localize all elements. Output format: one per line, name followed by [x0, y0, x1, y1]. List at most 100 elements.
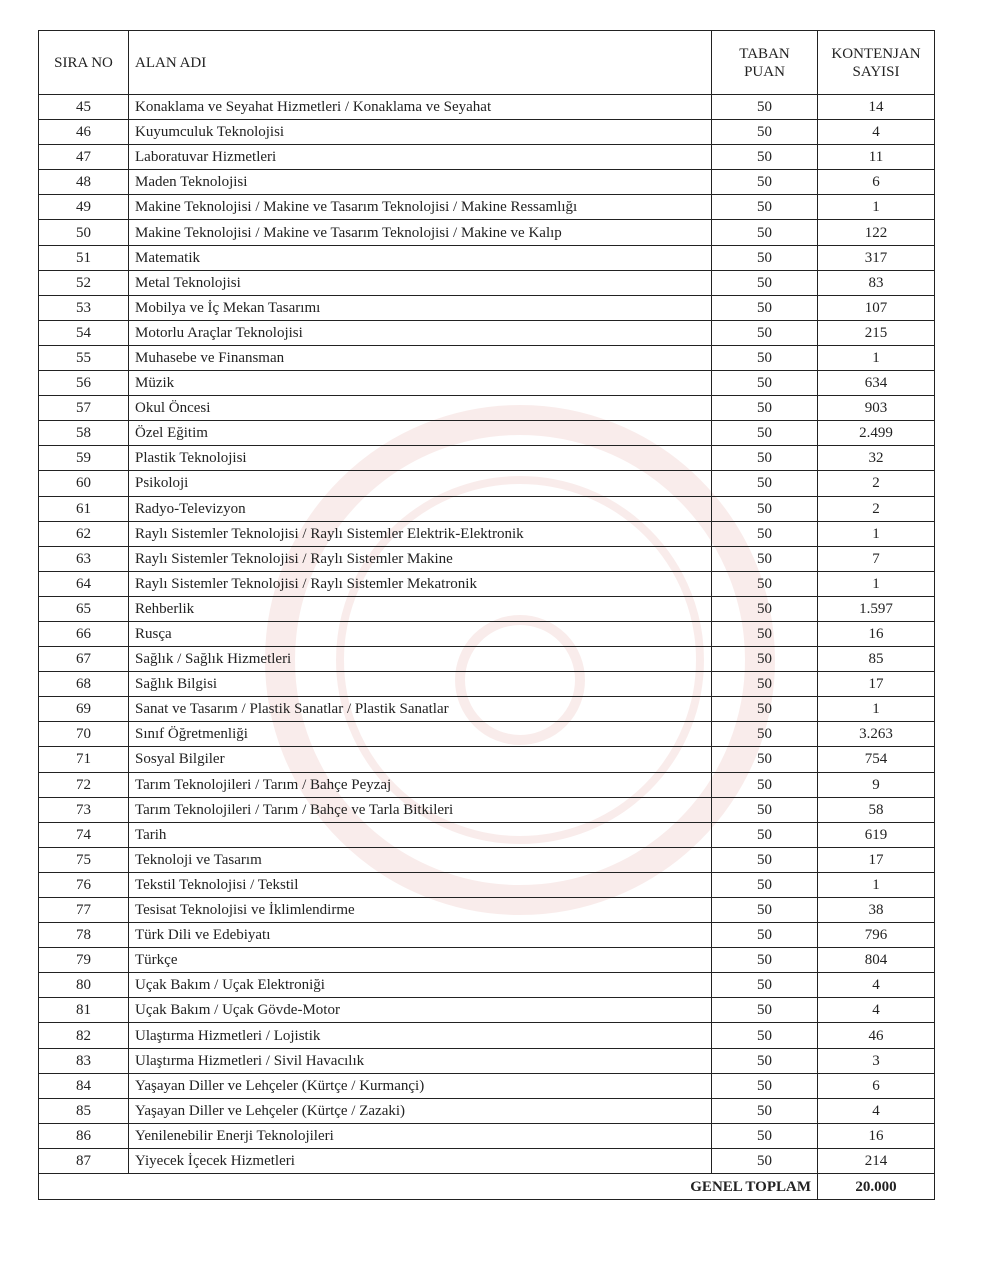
cell-alan-adi: Kuyumculuk Teknolojisi — [128, 119, 712, 146]
table-row: 71 Sosyal Bilgiler 50 754 — [38, 746, 935, 773]
cell-taban-puan: 50 — [711, 1122, 818, 1149]
cell-taban-puan: 50 — [711, 972, 818, 999]
cell-alan-adi: Özel Eğitim — [128, 420, 712, 447]
table-row: 60 Psikoloji 50 2 — [38, 470, 935, 497]
header-row: SIRA NO ALAN ADI TABAN PUAN KONTENJAN SA… — [38, 30, 935, 95]
table-row: 68 Sağlık Bilgisi 50 17 — [38, 671, 935, 698]
table-row: 80 Uçak Bakım / Uçak Elektroniği 50 4 — [38, 972, 935, 999]
table-row: 46 Kuyumculuk Teknolojisi 50 4 — [38, 119, 935, 146]
table-row: 79 Türkçe 50 804 — [38, 947, 935, 974]
cell-sira-no: 56 — [38, 370, 129, 397]
cell-alan-adi: Türkçe — [128, 947, 712, 974]
cell-alan-adi: Yaşayan Diller ve Lehçeler (Kürtçe / Kur… — [128, 1072, 712, 1099]
cell-sira-no: 61 — [38, 495, 129, 522]
cell-sira-no: 81 — [38, 997, 129, 1024]
cell-sira-no: 72 — [38, 771, 129, 798]
cell-taban-puan: 50 — [711, 896, 818, 924]
cell-sira-no: 62 — [38, 520, 129, 547]
cell-taban-puan: 50 — [711, 997, 818, 1024]
cell-kontenjan: 796 — [817, 922, 935, 949]
cell-kontenjan: 4 — [817, 972, 935, 999]
header-alan-adi: ALAN ADI — [128, 30, 712, 95]
cell-kontenjan: 58 — [817, 796, 935, 823]
cell-taban-puan: 50 — [711, 1097, 818, 1124]
table-row: 66 Rusça 50 16 — [38, 620, 935, 648]
cell-sira-no: 57 — [38, 395, 129, 422]
cell-taban-puan: 50 — [711, 269, 818, 296]
cell-taban-puan: 50 — [711, 671, 818, 698]
table-row: 64 Raylı Sistemler Teknolojisi / Raylı Si… — [38, 570, 935, 597]
table-row: 77 Tesisat Teknolojisi ve İklimlendirme 50… — [38, 896, 935, 924]
cell-taban-puan: 50 — [711, 244, 818, 271]
cell-sira-no: 67 — [38, 646, 129, 673]
table-row: 76 Tekstil Teknolojisi / Tekstil 50 1 — [38, 871, 935, 899]
cell-sira-no: 51 — [38, 244, 129, 271]
cell-sira-no: 77 — [38, 896, 129, 924]
cell-sira-no: 63 — [38, 545, 129, 572]
cell-sira-no: 79 — [38, 947, 129, 974]
table-row: 45 Konaklama ve Seyahat Hizmetleri / Kona… — [38, 93, 935, 121]
cell-alan-adi: Matematik — [128, 244, 712, 271]
cell-taban-puan: 50 — [711, 470, 818, 497]
cell-sira-no: 86 — [38, 1122, 129, 1149]
table-row: 81 Uçak Bakım / Uçak Gövde-Motor 50 4 — [38, 997, 935, 1024]
cell-alan-adi: Sağlık Bilgisi — [128, 671, 712, 698]
cell-kontenjan: 2 — [817, 470, 935, 497]
cell-taban-puan: 50 — [711, 947, 818, 974]
cell-taban-puan: 50 — [711, 746, 818, 773]
total-label: GENEL TOPLAM — [38, 1173, 818, 1201]
cell-kontenjan: 634 — [817, 370, 935, 397]
cell-sira-no: 66 — [38, 620, 129, 648]
header-taban-puan: TABAN PUAN — [711, 30, 818, 95]
table-row: 55 Muhasebe ve Finansman 50 1 — [38, 344, 935, 372]
cell-taban-puan: 50 — [711, 922, 818, 949]
cell-alan-adi: Okul Öncesi — [128, 395, 712, 422]
cell-taban-puan: 50 — [711, 395, 818, 422]
cell-taban-puan: 50 — [711, 620, 818, 648]
cell-alan-adi: Motorlu Araçlar Teknolojisi — [128, 319, 712, 346]
cell-sira-no: 83 — [38, 1047, 129, 1074]
cell-taban-puan: 50 — [711, 344, 818, 372]
table-row: 85 Yaşayan Diller ve Lehçeler (Kürtçe / Z… — [38, 1097, 935, 1124]
cell-kontenjan: 1.597 — [817, 595, 935, 622]
cell-alan-adi: Maden Teknolojisi — [128, 169, 712, 196]
cell-kontenjan: 215 — [817, 319, 935, 346]
table-row: 69 Sanat ve Tasarım / Plastik Sanatlar / … — [38, 696, 935, 723]
table-row: 78 Türk Dili ve Edebiyatı 50 796 — [38, 922, 935, 949]
cell-taban-puan: 50 — [711, 119, 818, 146]
cell-kontenjan: 32 — [817, 445, 935, 472]
table-row: 62 Raylı Sistemler Teknolojisi / Raylı Si… — [38, 520, 935, 547]
cell-sira-no: 60 — [38, 470, 129, 497]
cell-taban-puan: 50 — [711, 1147, 818, 1175]
cell-taban-puan: 50 — [711, 169, 818, 196]
cell-alan-adi: Sağlık / Sağlık Hizmetleri — [128, 646, 712, 673]
cell-sira-no: 54 — [38, 319, 129, 346]
table-row: 67 Sağlık / Sağlık Hizmetleri 50 85 — [38, 646, 935, 673]
cell-alan-adi: Ulaştırma Hizmetleri / Lojistik — [128, 1022, 712, 1049]
cell-kontenjan: 122 — [817, 219, 935, 246]
cell-kontenjan: 1 — [817, 696, 935, 723]
cell-kontenjan: 4 — [817, 997, 935, 1024]
cell-alan-adi: Ulaştırma Hizmetleri / Sivil Havacılık — [128, 1047, 712, 1074]
header-kontenjan-sayisi: KONTENJAN SAYISI — [817, 30, 935, 95]
cell-sira-no: 58 — [38, 420, 129, 447]
table-row: 73 Tarım Teknolojileri / Tarım / Bahçe ve… — [38, 796, 935, 823]
cell-alan-adi: Yaşayan Diller ve Lehçeler (Kürtçe / Zaz… — [128, 1097, 712, 1124]
cell-kontenjan: 17 — [817, 671, 935, 698]
cell-kontenjan: 7 — [817, 545, 935, 572]
cell-kontenjan: 3.263 — [817, 721, 935, 748]
cell-kontenjan: 17 — [817, 846, 935, 873]
cell-kontenjan: 107 — [817, 294, 935, 321]
cell-sira-no: 59 — [38, 445, 129, 472]
cell-kontenjan: 6 — [817, 1072, 935, 1099]
cell-kontenjan: 214 — [817, 1147, 935, 1175]
cell-sira-no: 65 — [38, 595, 129, 622]
cell-taban-puan: 50 — [711, 495, 818, 522]
cell-alan-adi: Tarım Teknolojileri / Tarım / Bahçe Peyz… — [128, 771, 712, 798]
table-row: 83 Ulaştırma Hizmetleri / Sivil Havacılık… — [38, 1047, 935, 1074]
cell-taban-puan: 50 — [711, 194, 818, 221]
cell-kontenjan: 1 — [817, 570, 935, 597]
cell-kontenjan: 46 — [817, 1022, 935, 1049]
table-row: 47 Laboratuvar Hizmetleri 50 11 — [38, 144, 935, 171]
cell-alan-adi: Tarım Teknolojileri / Tarım / Bahçe ve T… — [128, 796, 712, 823]
